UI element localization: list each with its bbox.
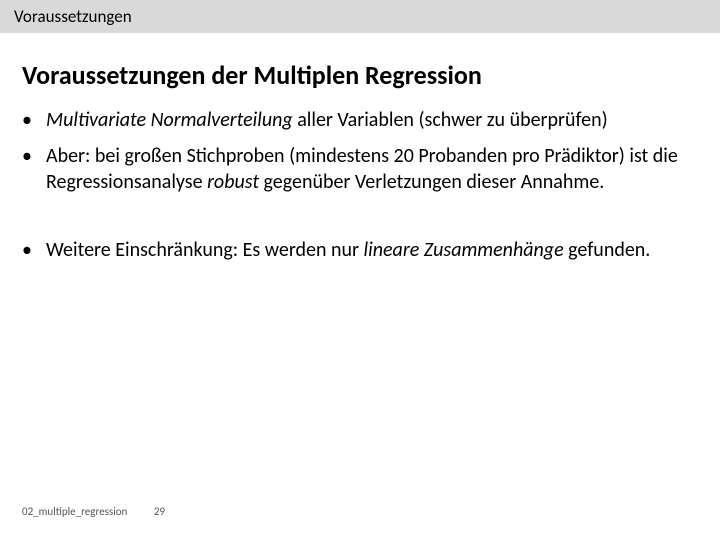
bullet-text: Multivariate Normalverteilung aller Vari… <box>46 107 698 133</box>
list-item: • Aber: bei großen Stichproben (mindeste… <box>22 143 698 195</box>
bullet-text: Weitere Einschränkung: Es werden nur lin… <box>46 237 698 263</box>
text-post: aller Variablen (schwer zu überprüfen) <box>293 108 608 132</box>
bullet-list-1: • Multivariate Normalverteilung aller Va… <box>0 107 720 195</box>
section-header: Voraussetzungen <box>0 0 720 33</box>
slide: Voraussetzungen Voraussetzungen der Mult… <box>0 0 720 540</box>
text-post: gefunden. <box>564 238 651 262</box>
text-pre: Weitere Einschränkung: Es werden nur <box>46 238 364 262</box>
bullet-dot-icon: • <box>22 237 46 263</box>
section-header-text: Voraussetzungen <box>14 6 132 27</box>
bullet-dot-icon: • <box>22 143 46 169</box>
list-item: • Weitere Einschränkung: Es werden nur l… <box>22 237 698 263</box>
bullet-list-2: • Weitere Einschränkung: Es werden nur l… <box>0 237 720 263</box>
footer: 02_multiple_regression 29 <box>22 505 165 518</box>
text-italic: lineare Zusammenhänge <box>364 238 564 262</box>
bullet-dot-icon: • <box>22 107 46 133</box>
page-title: Voraussetzungen der Multiplen Regression <box>0 33 720 107</box>
list-item: • Multivariate Normalverteilung aller Va… <box>22 107 698 133</box>
spacer <box>0 205 720 237</box>
footer-source: 02_multiple_regression <box>22 505 127 518</box>
text-post: gegenüber Verletzungen dieser Annahme. <box>259 170 604 194</box>
bullet-text: Aber: bei großen Stichproben (mindestens… <box>46 143 698 195</box>
text-italic: robust <box>207 170 259 194</box>
footer-page-number: 29 <box>154 505 165 518</box>
text-italic: Multivariate Normalverteilung <box>46 108 293 132</box>
